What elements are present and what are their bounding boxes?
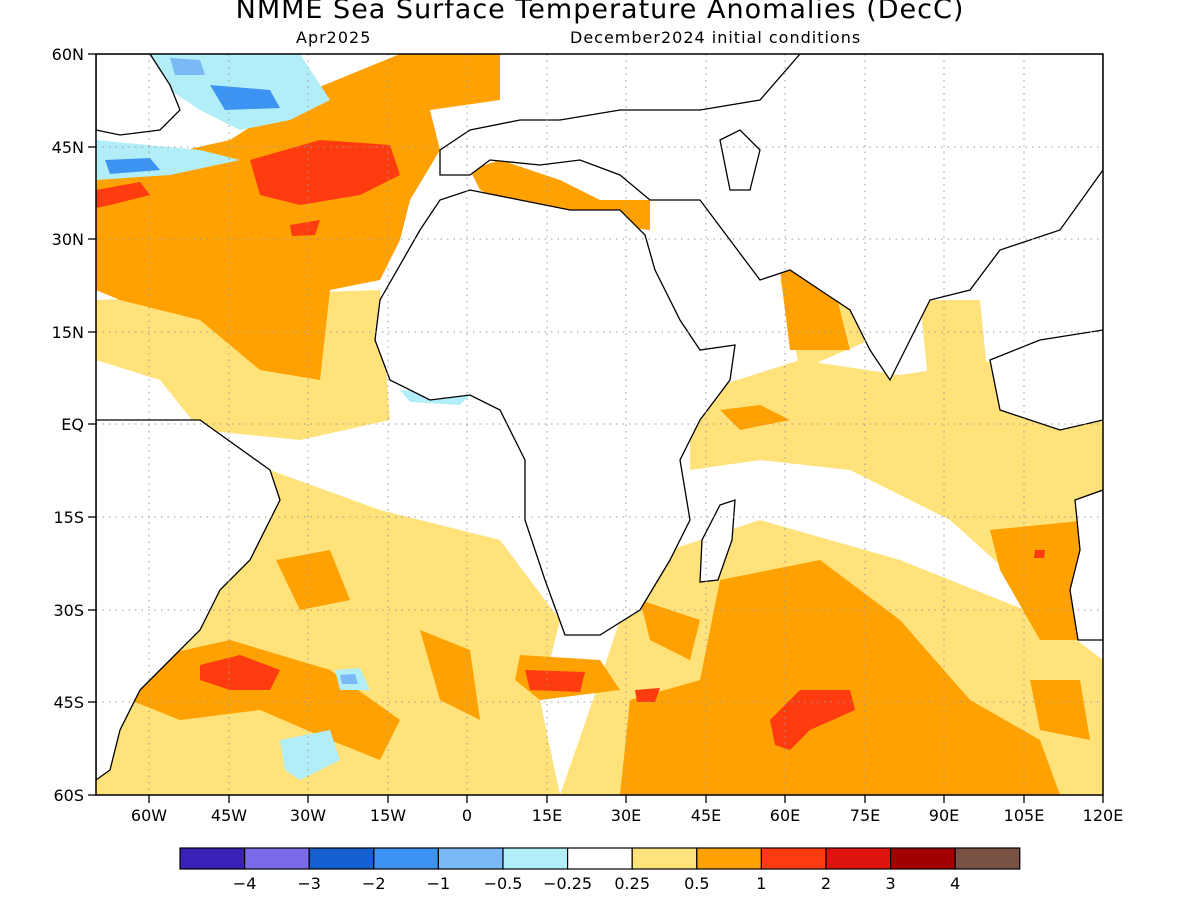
colorbar-label: 2 [821,874,831,893]
colorbar-label: −1 [427,874,451,893]
map-title: NMME Sea Surface Temperature Anomalies (… [235,0,965,25]
lon-label: 30W [290,806,326,825]
colorbar-swatch [954,847,1021,870]
lon-label: 90E [929,806,959,825]
lon-label: 60E [770,806,800,825]
colorbar-swatch [502,847,569,870]
colorbar-swatch [760,847,827,870]
madagascar-outline [699,499,736,583]
lon-label: 45W [211,806,247,825]
africa-outline [374,189,736,636]
colorbar-label: −4 [233,874,257,893]
lon-label: 45E [691,806,721,825]
axis-ticks [88,53,1104,803]
lon-label: 105E [1004,806,1045,825]
lat-label: 30S [53,601,84,620]
colorbar: −4 −3 −2 −1 −0.5 −0.25 0.25 0.5 1 2 3 4 [179,847,1021,893]
land-mask [96,54,1103,781]
lat-label: 30N [52,230,84,249]
colorbar-label: −2 [362,874,386,893]
initial-conditions-label: December2024 initial conditions [570,28,862,47]
lat-label: 15S [53,508,84,527]
lon-label: 15E [532,806,562,825]
colorbar-swatch [179,847,246,870]
colorbar-label: 4 [950,874,960,893]
colorbar-swatch [244,847,310,870]
valid-month-label: Apr2025 [296,28,372,47]
colorbar-label: −3 [297,874,321,893]
colorbar-swatch [696,847,762,870]
colorbar-swatch [437,847,504,870]
colorbar-label: 3 [886,874,896,893]
grid-lines [96,54,1103,795]
colorbar-label: 0.25 [614,874,650,893]
lat-label: 60N [52,45,84,64]
colorbar-swatch [631,847,698,870]
south-america-outline [96,419,281,781]
north-america-outline [96,54,181,136]
lon-label: 0 [462,806,472,825]
lon-label: 30E [611,806,641,825]
europe-outline [439,54,1103,382]
colorbar-label: −0.25 [543,874,592,893]
colorbar-label: 0.5 [684,874,709,893]
lon-label: 120E [1083,806,1124,825]
caspian-outline [719,129,761,191]
lat-label: 45S [53,693,84,712]
southeast-asia-outline [989,329,1103,431]
colorbar-swatch [889,847,956,870]
lon-label: 15W [370,806,406,825]
lat-label: 60S [53,786,84,805]
colorbar-swatch [308,847,375,870]
colorbar-swatch [825,847,892,870]
colorbar-swatch [373,847,439,870]
colorbar-label: −0.5 [484,874,523,893]
colorbar-label: 1 [756,874,766,893]
lat-label: EQ [61,415,84,434]
colorbar-swatch [566,847,633,870]
anomaly-1-to-2 [96,140,1045,750]
lat-label: 45N [52,138,84,157]
australia-outline [1069,489,1103,641]
lon-label: 60W [131,806,167,825]
anomaly-field [96,54,1103,795]
lat-label: 15N [52,323,84,342]
cold-anomalies [96,54,470,780]
lon-label: 75E [850,806,880,825]
